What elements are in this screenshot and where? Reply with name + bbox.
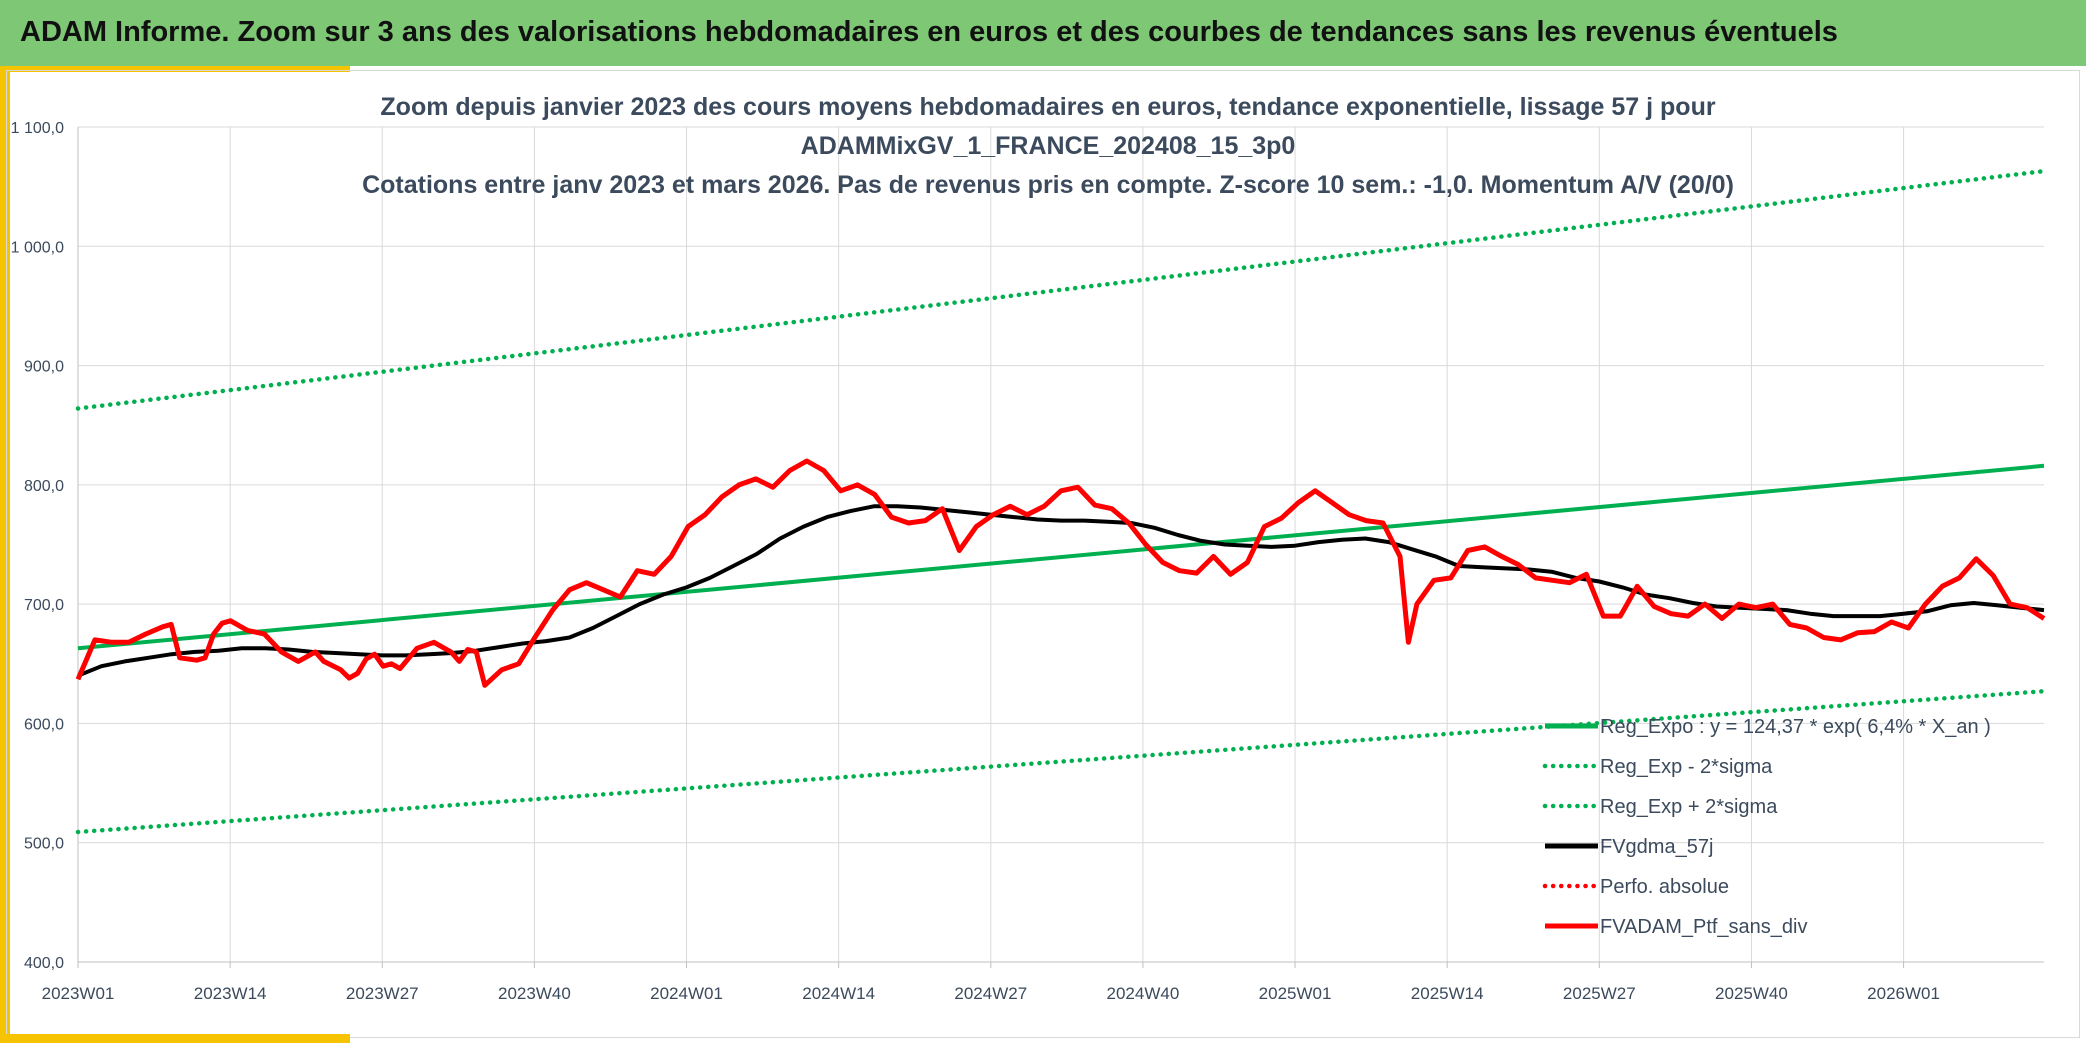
accent-bar-left [0,66,10,1036]
grid [77,126,2044,968]
header-bar: ADAM Informe. Zoom sur 3 ans des valoris… [0,0,2086,66]
legend-label: FVgdma_57j [1600,836,1713,858]
legend-label: FVADAM_Ptf_sans_div [1600,916,1808,938]
x-tick-label: 2025W40 [1715,984,1788,1003]
page-title: ADAM Informe. Zoom sur 3 ans des valoris… [20,16,1838,48]
regression-line [77,463,2045,651]
x-tick-label: 2024W27 [954,984,1027,1003]
x-tick-label: 2024W40 [1107,984,1180,1003]
x-axis-ticks: 2023W01 2023W14 2023W27 2023W40 2024W01 2024W… [42,984,1940,1003]
y-tick-label: 1 000,0 [11,239,64,256]
chart-title-line: Zoom depuis janvier 2023 des cours moyen… [380,93,1715,121]
y-tick-label: 800,0 [24,478,64,495]
smoothed-line [77,504,2045,678]
y-tick-label: 900,0 [24,359,64,376]
y-tick-label: 500,0 [24,836,64,853]
chart-frame [6,70,2080,1038]
x-tick-label: 2025W27 [1563,984,1636,1003]
chart-title-line: Cotations entre janv 2023 et mars 2026. … [362,171,1734,199]
legend-label: Reg_Expo : y = 124,37 * exp( 6,4% * X_an… [1600,716,1991,738]
x-tick-label: 2025W01 [1259,984,1332,1003]
accent-bar-bottom [0,1034,350,1043]
x-tick-label: 2023W27 [346,984,419,1003]
x-tick-label: 2024W01 [650,984,723,1003]
x-tick-label: 2023W01 [42,984,115,1003]
y-tick-label: 600,0 [24,716,64,733]
x-tick-label: 2026W01 [1867,984,1940,1003]
legend-label: Perfo. absolue [1600,876,1729,898]
x-tick-label: 2023W14 [194,984,267,1003]
x-tick-label: 2025W14 [1411,984,1484,1003]
series-lines [75,168,2047,835]
y-tick-label: 400,0 [24,955,64,972]
chart-title-line: ADAMMixGV_1_FRANCE_202408_15_3p0 [801,132,1296,160]
chart-title: Zoom depuis janvier 2023 des cours moyen… [362,93,1734,199]
legend-label: Reg_Exp - 2*sigma [1600,756,1773,778]
y-axis-ticks: 400,0 500,0 600,0 700,0 800,0 900,0 1 000,0 1 1… [11,120,64,972]
legend: Reg_Expo : y = 124,37 * exp( 6,4% * X_an… [1542,716,1991,938]
portfolio-line [75,458,2046,688]
x-tick-label: 2023W40 [498,984,571,1003]
upper-band-line [75,168,2047,411]
x-tick-label: 2024W14 [802,984,875,1003]
y-tick-label: 700,0 [24,597,64,614]
lower-band-line [75,688,2047,835]
y-tick-label: 1 100,0 [11,120,64,137]
legend-label: Reg_Exp + 2*sigma [1600,796,1778,818]
accent-bar-top [0,66,350,72]
